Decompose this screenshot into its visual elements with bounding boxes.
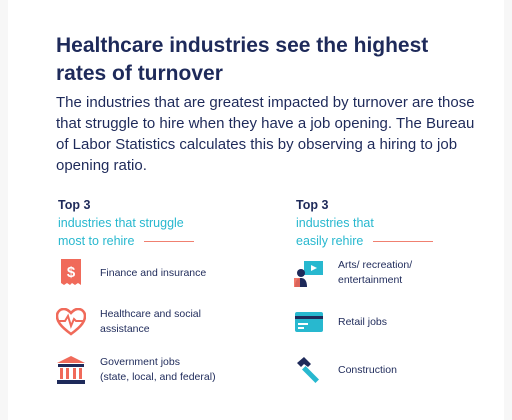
left-divider-rule — [144, 241, 195, 243]
intro-paragraph: The industries that are greatest impacte… — [56, 94, 475, 174]
list-item: Government jobs (state, local, and feder… — [56, 355, 216, 385]
right-subtitle-line2: easily rehire — [296, 234, 364, 248]
list-item-label: Finance and insurance — [100, 266, 207, 279]
presenter-screen-icon — [294, 258, 324, 288]
left-subtitle-line2: most to rehire — [58, 234, 135, 248]
list-item: Construction — [294, 355, 397, 385]
list-item-label: Healthcare and social assistance — [100, 308, 201, 335]
credit-card-icon — [294, 307, 324, 337]
left-subtitle-line1: industries that struggle — [58, 216, 184, 230]
heartbeat-icon — [56, 307, 86, 337]
list-item-label: Arts/ recreation/ entertainment — [338, 259, 413, 286]
hammer-icon — [294, 355, 324, 385]
list-item: Healthcare and social assistance — [56, 307, 201, 337]
left-top3-label: Top 3 — [58, 198, 91, 212]
list-item: Arts/ recreation/ entertainment — [294, 258, 412, 288]
right-subtitle-line1: industries that — [296, 216, 374, 230]
svg-text:$: $ — [67, 264, 76, 281]
list-item: $ Finance and insurance — [56, 258, 206, 288]
struggle-to-rehire-section: Top 3 industries that struggle most to r… — [58, 196, 268, 250]
infographic-card: Healthcare industries see the highest ra… — [8, 0, 504, 420]
list-item-label: Construction — [338, 363, 397, 376]
list-item-label: Retail jobs — [338, 315, 388, 328]
right-divider-rule — [373, 241, 434, 243]
right-top3-label: Top 3 — [296, 198, 329, 212]
easily-rehire-section: Top 3 industries that easily rehire — [296, 196, 486, 250]
list-item: Retail jobs — [294, 307, 387, 337]
list-item-label: Government jobs (state, local, and feder… — [100, 356, 216, 383]
government-building-icon — [56, 355, 86, 385]
page-title: Healthcare industries see the highest ra… — [56, 34, 429, 85]
dollar-receipt-icon: $ — [56, 258, 86, 288]
